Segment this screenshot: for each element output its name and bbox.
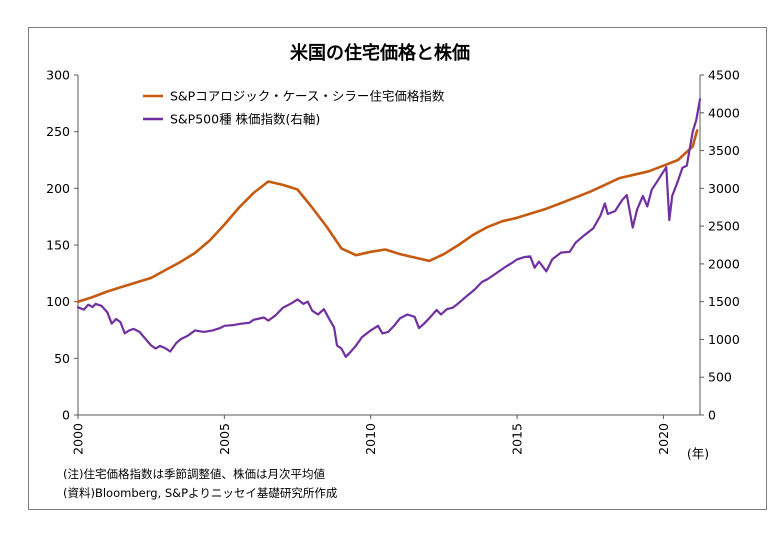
x-unit-label: (年) (687, 446, 709, 461)
chart-title: 米国の住宅価格と株価 (290, 42, 470, 64)
legend-label-1: S&P500種 株価指数(右軸) (170, 112, 320, 127)
left-tick-label: 300 (46, 68, 70, 83)
right-tick-label: 2000 (708, 256, 740, 271)
right-tick-label: 4500 (708, 68, 740, 83)
right-tick-label: 500 (708, 370, 732, 385)
left-tick-label: 250 (46, 124, 70, 139)
left-tick-label: 100 (46, 294, 70, 309)
series-line-house-price (76, 129, 699, 303)
footnote-note: (注)住宅価格指数は季節調整値、株価は月次平均値 (63, 467, 325, 481)
left-tick-label: 0 (62, 408, 70, 423)
left-tick-label: 150 (46, 238, 70, 253)
x-tick-label: 2020 (656, 423, 671, 455)
x-tick-label: 2005 (217, 423, 232, 455)
x-tick-label: 2010 (363, 423, 378, 455)
right-tick-label: 0 (708, 408, 716, 423)
right-tick-label: 3000 (708, 181, 740, 196)
right-tick-label: 2500 (708, 219, 740, 234)
chart-frame (28, 27, 767, 510)
left-tick-label: 50 (54, 351, 70, 366)
right-tick-label: 3500 (708, 143, 740, 158)
legend-label-0: S&Pコアロジック・ケース・シラー住宅価格指数 (170, 89, 445, 104)
x-tick-label: 2000 (71, 423, 86, 455)
x-tick-label: 2015 (510, 423, 525, 455)
right-tick-label: 1500 (708, 294, 740, 309)
right-tick-label: 1000 (708, 332, 740, 347)
footnote-source: (資料)Bloomberg, S&Pよりニッセイ基礎研究所作成 (63, 486, 338, 500)
right-tick-label: 4000 (708, 105, 740, 120)
series-line-sp500 (76, 98, 702, 358)
left-tick-label: 200 (46, 181, 70, 196)
